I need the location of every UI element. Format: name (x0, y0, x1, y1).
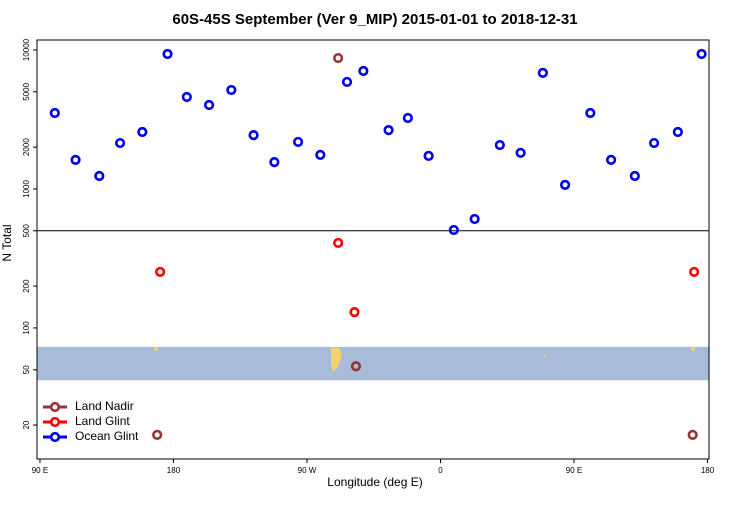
point (560, 179, 571, 190)
point (49, 107, 60, 119)
point (494, 139, 505, 151)
land-shape (691, 346, 695, 351)
point (226, 84, 237, 96)
point (649, 137, 660, 149)
point (94, 170, 105, 182)
point (137, 126, 148, 138)
y-axis-label: N Total (0, 224, 14, 261)
point (333, 237, 344, 249)
point (349, 307, 360, 318)
y-tick-label: 5000 (22, 82, 31, 100)
band (37, 346, 709, 381)
y-tick-label: 2000 (22, 138, 31, 156)
legend-label: Land Glint (75, 414, 130, 428)
point (70, 154, 81, 165)
point (350, 361, 362, 372)
legend-marker (49, 416, 61, 428)
point (402, 112, 413, 124)
plot-frame (36, 39, 710, 460)
x-tick-label: 0 (438, 466, 443, 475)
x-tick-label: 90 W (298, 466, 317, 475)
point (341, 76, 353, 88)
point (203, 99, 215, 111)
point (469, 213, 480, 225)
x-tick-label: 180 (701, 466, 715, 475)
legend-marker (49, 401, 61, 413)
point (672, 126, 683, 138)
y-tick-label: 10000 (22, 38, 31, 61)
point (629, 170, 640, 182)
y-tick-label: 1000 (22, 180, 31, 198)
point (358, 65, 369, 77)
point (696, 48, 707, 60)
point (448, 224, 459, 236)
point (155, 266, 166, 278)
land-shape (331, 347, 342, 372)
y-tick-label: 200 (22, 279, 31, 293)
land-shape (544, 354, 546, 357)
legend-label: Ocean Glint (75, 429, 139, 443)
legend-marker (49, 431, 61, 443)
point (423, 150, 434, 161)
point (689, 266, 700, 278)
point (269, 157, 280, 168)
point (292, 136, 304, 148)
x-axis-label: Longitude (deg E) (327, 475, 422, 489)
point (605, 154, 617, 165)
point (585, 107, 596, 119)
point (687, 429, 698, 440)
y-tick-label: 100 (22, 321, 31, 335)
x-tick-label: 90 E (32, 466, 48, 475)
point (333, 52, 344, 64)
point (315, 149, 326, 160)
point (537, 67, 548, 79)
point (248, 130, 259, 141)
point (383, 125, 394, 136)
land-shape (154, 346, 158, 351)
point (114, 137, 126, 149)
x-tick-label: 90 E (566, 466, 582, 475)
point (162, 48, 173, 60)
point (152, 429, 163, 440)
chart-title: 60S-45S September (Ver 9_MIP) 2015-01-01… (172, 11, 577, 28)
x-tick-label: 180 (167, 466, 181, 475)
y-tick-label: 20 (22, 420, 31, 429)
point (515, 147, 526, 158)
y-tick-label: 500 (22, 224, 31, 238)
y-tick-label: 50 (22, 365, 31, 374)
legend-label: Land Nadir (75, 399, 134, 413)
point (181, 91, 192, 103)
